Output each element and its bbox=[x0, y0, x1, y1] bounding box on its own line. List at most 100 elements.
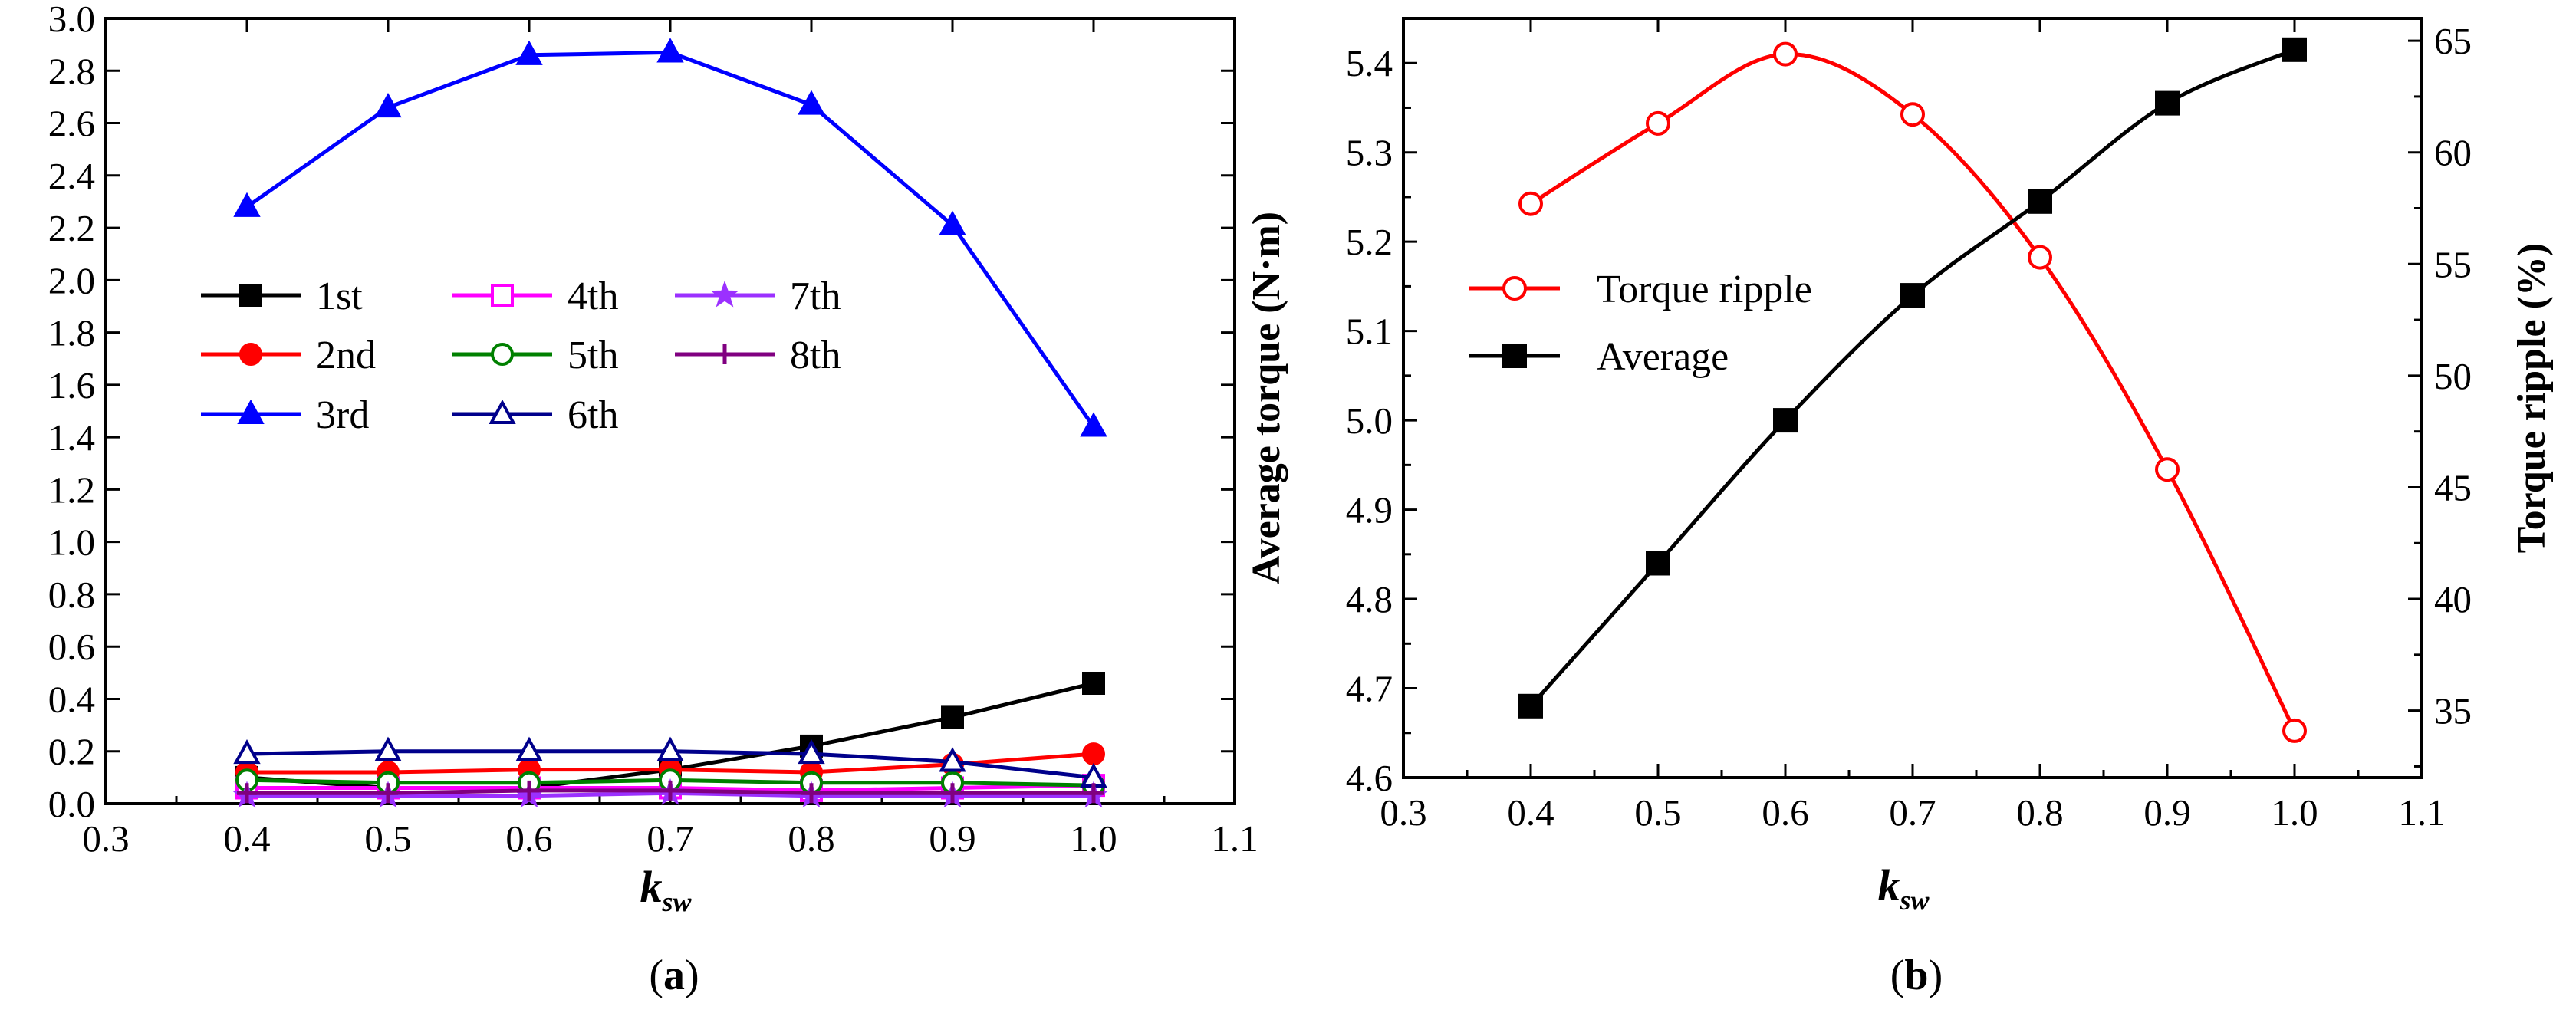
data-point-b bbox=[2028, 189, 2052, 214]
legend-label-a: 5th bbox=[568, 334, 618, 377]
caption-letter-a: a bbox=[663, 952, 685, 999]
x-tick-label-b: 1.0 bbox=[2271, 791, 2318, 834]
legend-label-a: 3rd bbox=[316, 393, 369, 437]
data-point-a-3rd bbox=[1080, 412, 1107, 437]
x-tick-label-b: 0.8 bbox=[2016, 791, 2063, 834]
legend-a bbox=[201, 280, 775, 425]
caption-letter-b: b bbox=[1904, 952, 1928, 999]
data-point-b bbox=[1773, 41, 1798, 67]
x-tick-label-a: 0.7 bbox=[646, 817, 693, 860]
legend-marker-a bbox=[239, 284, 262, 307]
y-axis-label-b: Average torque (N·m) bbox=[1245, 212, 1288, 584]
data-point-b bbox=[2155, 90, 2180, 116]
data-point-b bbox=[2282, 718, 2307, 743]
data-point-b bbox=[1518, 191, 1543, 216]
x-tick-label-a: 0.6 bbox=[505, 817, 552, 860]
y2-tick-label-b: 55 bbox=[2434, 243, 2472, 285]
y-tick-label-a: 1.8 bbox=[48, 312, 95, 354]
data-point-a-2nd bbox=[1082, 742, 1105, 766]
caption-close-b: ) bbox=[1929, 952, 1943, 999]
y-tick-label-a: 3.0 bbox=[48, 0, 95, 40]
data-point-b bbox=[1646, 551, 1670, 576]
x-tick-label-a: 0.3 bbox=[82, 817, 129, 860]
series-a-6th bbox=[233, 736, 1107, 788]
data-point-a-3rd bbox=[233, 192, 261, 217]
data-point-a-3rd bbox=[798, 90, 825, 115]
series-a-8th bbox=[237, 780, 1104, 804]
legend-marker-a bbox=[715, 344, 735, 364]
y-tick-label-b: 5.1 bbox=[1346, 311, 1393, 353]
data-point-a-3rd bbox=[515, 40, 543, 65]
x-tick-label-a: 0.8 bbox=[788, 817, 834, 860]
y-tick-label-b: 4.6 bbox=[1346, 757, 1393, 799]
data-point-b bbox=[1518, 693, 1543, 719]
x-axis-label-main-a: k bbox=[640, 862, 662, 912]
y-tick-label-a: 2.8 bbox=[48, 50, 95, 92]
data-point-a-8th bbox=[1084, 783, 1104, 804]
x-tick-label-b: 1.1 bbox=[2398, 791, 2445, 834]
legend-marker-a bbox=[489, 399, 516, 425]
y-tick-label-a: 0.4 bbox=[48, 678, 95, 720]
y-tick-label-b: 5.0 bbox=[1346, 400, 1393, 442]
data-point-a-8th bbox=[237, 783, 257, 804]
x-tick-label-a: 0.4 bbox=[223, 817, 270, 860]
x-axis-label-sub-a: sw bbox=[661, 886, 692, 917]
legend-marker-a bbox=[491, 343, 514, 366]
data-point-a-6th bbox=[656, 736, 684, 761]
y2-tick-label-b: 50 bbox=[2434, 355, 2472, 397]
data-point-a-6th bbox=[374, 736, 402, 761]
data-point-b bbox=[2155, 457, 2180, 482]
data-point-a-3rd bbox=[374, 92, 402, 118]
y2-tick-label-b: 35 bbox=[2434, 690, 2472, 732]
legend-marker-a bbox=[239, 343, 262, 366]
y-tick-label-a: 2.2 bbox=[48, 207, 95, 249]
y-tick-label-a: 1.0 bbox=[48, 521, 95, 564]
legend-label-b: Torque ripple bbox=[1597, 268, 1812, 311]
legend-marker-a bbox=[491, 284, 514, 307]
x-tick-label-b: 0.6 bbox=[1762, 791, 1808, 834]
y-tick-label-a: 0.8 bbox=[48, 574, 95, 616]
legend-label-a: 8th bbox=[790, 334, 841, 377]
panel-b: ksw bbox=[1402, 17, 2423, 916]
data-point-a-6th bbox=[515, 736, 543, 761]
legend-b bbox=[1469, 276, 1560, 368]
legend-label-a: 1st bbox=[316, 275, 363, 318]
y-tick-label-b: 4.7 bbox=[1346, 668, 1393, 710]
plot-frame-b bbox=[1402, 17, 2423, 779]
y-tick-label-b: 4.8 bbox=[1346, 578, 1393, 620]
y-tick-label-a: 1.2 bbox=[48, 469, 95, 511]
caption-b: (b) bbox=[1890, 952, 1943, 999]
data-point-a-8th bbox=[378, 783, 398, 804]
y-tick-label-b: 5.2 bbox=[1346, 221, 1393, 263]
series-a-3rd bbox=[233, 38, 1107, 437]
x-tick-label-b: 0.9 bbox=[2143, 791, 2190, 834]
data-point-a-3rd bbox=[656, 38, 684, 63]
y-tick-label-a: 2.6 bbox=[48, 103, 95, 145]
x-tick-label-a: 0.9 bbox=[929, 817, 975, 860]
y2-axis-label-b: Torque ripple (%) bbox=[2510, 243, 2554, 554]
x-tick-label-b: 0.7 bbox=[1889, 791, 1936, 834]
y2-tick-label-b: 60 bbox=[2434, 132, 2472, 174]
x-tick-label-b: 0.5 bbox=[1634, 791, 1681, 834]
legend-marker-b bbox=[1502, 276, 1527, 301]
y2-tick-label-b: 45 bbox=[2434, 466, 2472, 508]
caption-open-a: ( bbox=[649, 952, 663, 999]
y-tick-label-b: 4.9 bbox=[1346, 489, 1393, 531]
series-b-Torque-ripple bbox=[1518, 41, 2307, 743]
y-tick-label-a: 0.6 bbox=[48, 626, 95, 668]
y2-tick-label-b: 65 bbox=[2434, 20, 2472, 62]
x-axis-label-sub-b: sw bbox=[1899, 885, 1930, 916]
y-tick-label-a: 1.6 bbox=[48, 364, 95, 406]
data-point-a-8th bbox=[519, 780, 539, 801]
x-tick-label-a: 1.1 bbox=[1211, 817, 1258, 860]
data-point-a-6th bbox=[939, 747, 966, 772]
data-point-a-8th bbox=[943, 783, 962, 804]
caption-a: (a) bbox=[649, 952, 699, 999]
data-point-a-8th bbox=[660, 780, 680, 801]
y-tick-label-a: 2.0 bbox=[48, 259, 95, 301]
data-point-a-8th bbox=[801, 783, 821, 804]
y-tick-label-b: 5.3 bbox=[1346, 132, 1393, 174]
plot-frame-a bbox=[104, 17, 1236, 805]
y-tick-label-a: 1.4 bbox=[48, 416, 95, 459]
